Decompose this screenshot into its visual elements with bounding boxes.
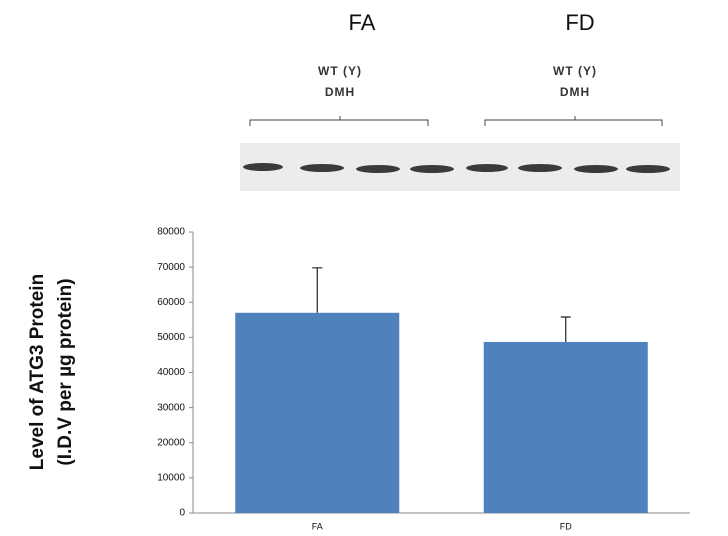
- figure: FA FD WT (Y) DMH WT (Y) DMH Level of ATG…: [0, 0, 728, 536]
- group-label: WT (Y): [553, 64, 597, 78]
- x-tick-label: FA: [312, 521, 323, 531]
- y-tick-label: 40000: [157, 367, 185, 378]
- y-tick-label: 50000: [157, 332, 185, 343]
- y-tick-label: 20000: [157, 437, 185, 448]
- y-axis-label: Level of ATG3 Protein: [27, 274, 48, 470]
- y-tick-label: 0: [179, 508, 185, 519]
- group-title: FD: [565, 10, 594, 35]
- x-tick-label: FD: [560, 521, 572, 531]
- y-tick-label: 30000: [157, 402, 185, 413]
- bracket: [250, 116, 662, 126]
- y-tick-label: 10000: [157, 473, 185, 484]
- bar: [484, 342, 648, 513]
- error-bar: [561, 317, 571, 342]
- y-axis-label: (I.D.V per µg protein): [55, 278, 76, 465]
- bar: [235, 313, 399, 513]
- y-tick-label: 60000: [157, 297, 185, 308]
- y-tick-label: 80000: [157, 227, 185, 238]
- group-label: WT (Y): [318, 64, 362, 78]
- group-label: DMH: [325, 85, 355, 99]
- group-title: FA: [349, 10, 376, 35]
- western-blot: [240, 143, 680, 191]
- error-bar: [312, 268, 322, 313]
- y-tick-label: 70000: [157, 262, 185, 273]
- group-label: DMH: [560, 85, 590, 99]
